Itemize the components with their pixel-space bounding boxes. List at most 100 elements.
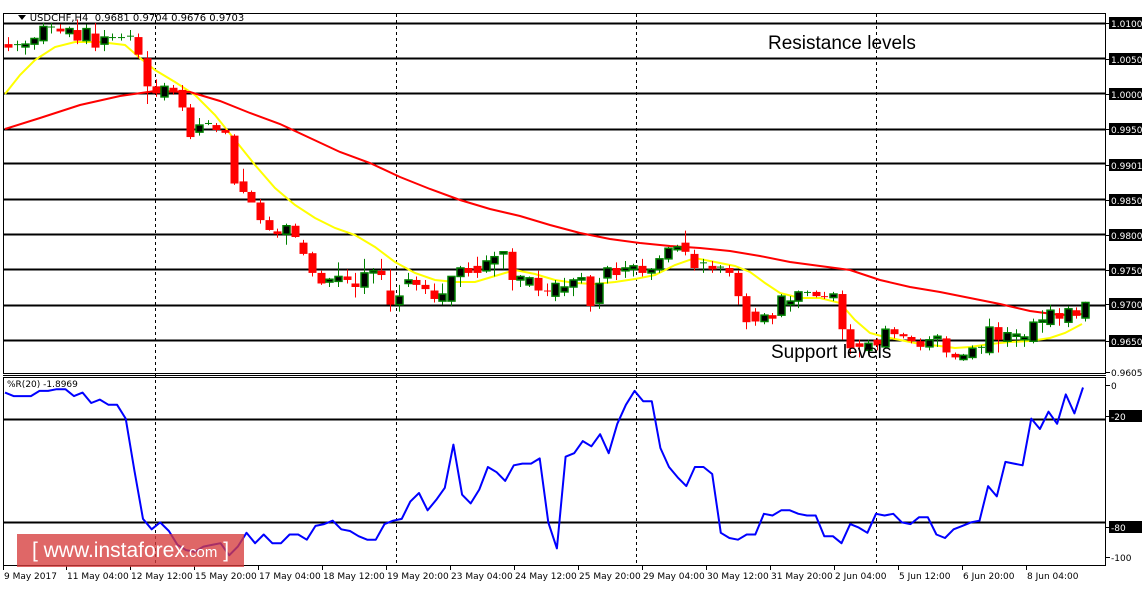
instaforex-watermark[interactable]: [ www.instaforex.com ]	[17, 534, 244, 567]
resistance-levels-label: Resistance levels	[768, 33, 916, 54]
time-axis-label: 24 May 12:00	[515, 572, 577, 582]
price-axis-label-bg	[1109, 53, 1142, 65]
bear-candle-body	[421, 284, 430, 290]
wpr-axis-label: -80	[1111, 524, 1126, 534]
bull-candle-body	[933, 335, 942, 340]
time-axis-label: 29 May 04:00	[643, 572, 705, 582]
bull-candle-body	[160, 85, 169, 98]
price-axis[interactable]: 1.0100 1.0050 1.0000 0.9950 0.9901 0.9850 0.98…	[1105, 17, 1143, 379]
time-axis-label: 2 Jun 04:00	[835, 572, 887, 582]
slow-ma-line	[4, 89, 1086, 317]
bull-candle-body	[404, 279, 413, 285]
symbol-label: USDCHF,H4	[29, 13, 89, 24]
bull-candle-body	[30, 37, 39, 45]
triangle-down-icon[interactable]	[17, 15, 26, 20]
price-axis-label: 0.9650	[1111, 338, 1143, 348]
bear-candle-body	[178, 89, 187, 108]
bear-candle-body	[873, 339, 882, 346]
bear-candle-body	[343, 276, 352, 280]
bear-candle-body	[534, 277, 543, 291]
bear-candle-body	[273, 231, 282, 235]
price-axis-label: 1.0050	[1111, 56, 1143, 66]
bull-candle-body	[1038, 319, 1047, 323]
bear-candle-body	[134, 37, 143, 55]
bull-candle-body	[456, 267, 465, 278]
time-axis-label: 12 May 12:00	[131, 572, 193, 582]
bull-candle-body	[447, 275, 456, 302]
bull-candle-body	[664, 247, 673, 260]
time-axis-label: 23 May 04:00	[451, 572, 513, 582]
bear-candle-body	[186, 107, 195, 138]
time-axis[interactable]: 9 May 2017 11 May 04:00 12 May 12:00 15 May…	[3, 566, 1079, 582]
bull-candle-body	[551, 282, 560, 297]
bear-candle-body	[768, 315, 777, 319]
time-axis-label: 5 Jun 12:00	[899, 572, 951, 582]
bear-candle-body	[351, 283, 360, 287]
price-axis-label-bg	[1109, 229, 1142, 241]
bull-candle-body	[516, 275, 525, 281]
bull-candle-body	[334, 275, 343, 283]
bear-candle-body	[299, 242, 308, 254]
bear-candle-body	[899, 334, 908, 337]
time-axis-label: 31 May 20:00	[771, 572, 833, 582]
bear-candle-body	[169, 87, 178, 92]
bear-candle-body	[725, 267, 734, 273]
bull-candle-body	[881, 328, 890, 348]
period-separators	[155, 14, 877, 565]
bear-candle-body	[377, 270, 386, 276]
bull-candle-body	[595, 282, 604, 304]
bear-candle-body	[143, 58, 152, 87]
bear-candle-body	[73, 30, 82, 41]
bull-candle-body	[482, 260, 491, 272]
bull-candle-body	[760, 314, 769, 323]
candlestick-series	[4, 19, 1090, 361]
wpr-series-line	[4, 387, 1084, 557]
bear-candle-body	[265, 220, 274, 230]
bull-candle-body	[325, 278, 334, 283]
bull-candle-body	[65, 27, 74, 35]
bull-candle-body	[673, 246, 682, 251]
bear-candle-body	[221, 130, 230, 133]
bull-candle-body	[603, 267, 612, 279]
bear-candle-body	[152, 86, 161, 94]
bear-candle-body	[812, 291, 821, 297]
bear-candle-body	[56, 28, 65, 32]
bear-candle-body	[256, 202, 265, 221]
watermark-tld: .com	[184, 544, 218, 561]
bear-candle-body	[508, 251, 517, 280]
bear-candle-body	[690, 253, 699, 268]
bear-candle-body	[230, 135, 239, 184]
bull-candle-body	[1003, 332, 1012, 342]
bull-candle-body	[968, 347, 977, 359]
ohlc-values: 0.9681 0.9704 0.9676 0.9703	[94, 13, 245, 24]
bull-candle-body	[777, 295, 786, 316]
price-axis-label: 0.9950	[1111, 126, 1143, 136]
support-levels-label: Support levels	[771, 342, 892, 363]
price-axis-label: 1.0000	[1111, 91, 1143, 101]
wpr-axis[interactable]: 0 -20 -80 -100	[1105, 382, 1142, 564]
bear-candle-body	[386, 290, 395, 305]
price-axis-label-bg	[1109, 335, 1142, 347]
time-axis-label: 18 May 12:00	[323, 572, 385, 582]
bear-candle-body	[612, 267, 621, 276]
bull-candle-body	[195, 124, 204, 133]
wpr-axis-label-bg	[1109, 410, 1142, 422]
price-axis-label-bg	[1109, 123, 1142, 135]
bear-candle-body	[412, 279, 421, 285]
price-axis-label-bg	[1109, 298, 1142, 310]
bull-candle-body	[39, 25, 48, 42]
bear-candle-body	[942, 338, 951, 353]
bear-candle-body	[994, 327, 1003, 340]
bull-candle-body	[621, 267, 630, 272]
bull-candle-body	[282, 225, 291, 235]
bear-candle-body	[239, 181, 248, 192]
bear-candle-body	[734, 272, 743, 297]
bear-candle-body	[473, 265, 482, 273]
bull-candle-body	[369, 270, 378, 274]
bear-candle-body	[430, 290, 439, 299]
bull-candle-body	[82, 27, 91, 42]
chart-title-bar: USDCHF,H4 0.9681 0.9704 0.9676 0.9703	[3, 2, 244, 35]
time-axis-label: 25 May 20:00	[579, 572, 641, 582]
